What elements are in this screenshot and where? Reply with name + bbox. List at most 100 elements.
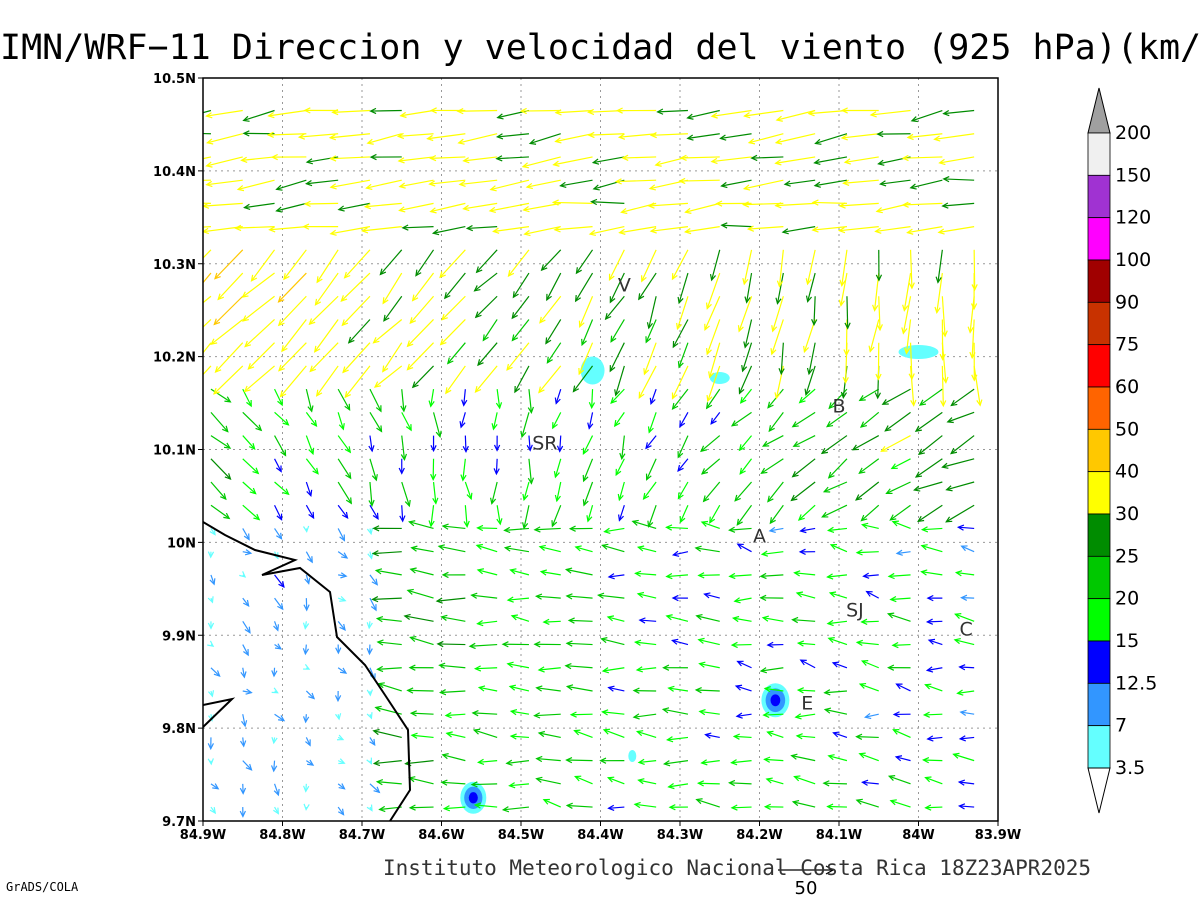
wind-vector [382, 342, 403, 373]
wind-vector [538, 365, 562, 394]
wind-vector [403, 613, 434, 622]
wind-vector [613, 412, 625, 428]
wind-vector [277, 295, 307, 327]
wind-vector [694, 545, 720, 553]
wind-vector [705, 319, 721, 356]
wind-vector [528, 133, 561, 145]
wind-vector [736, 543, 752, 553]
wind-vector [462, 156, 498, 164]
wind-vector [242, 549, 253, 556]
wind-vector [537, 666, 561, 673]
wind-vector [862, 572, 879, 579]
wind-vector [408, 664, 434, 671]
wind-vector [909, 179, 943, 190]
wind-vector [495, 133, 530, 140]
wind-vector [551, 505, 562, 528]
wind-vector [477, 342, 498, 367]
wind-vector [934, 272, 943, 315]
wind-vector [270, 760, 278, 773]
wind-vector [207, 551, 215, 559]
wind-vector [205, 133, 243, 145]
wind-vector [600, 637, 625, 646]
wind-vector [766, 730, 784, 738]
wind-vector [811, 199, 847, 206]
wind-vector [667, 782, 689, 790]
wind-vector [946, 411, 975, 424]
wind-vector [369, 153, 402, 161]
wind-vector [607, 573, 625, 580]
footer-credit: Instituto Meteorologico Nacional Costa R… [383, 856, 1092, 880]
wind-vector [411, 365, 434, 389]
wind-vector [409, 710, 434, 717]
wind-vector [677, 272, 689, 305]
wind-vector [429, 202, 466, 214]
wind-vector [441, 571, 466, 579]
wind-vector [578, 296, 594, 328]
wind-vector [492, 226, 530, 234]
calm-contour [580, 356, 605, 385]
colorbar-swatch [1087, 513, 1111, 557]
wind-vector [344, 365, 371, 399]
wind-vector [739, 458, 753, 475]
wind-vector [315, 365, 339, 397]
wind-vector [798, 548, 816, 555]
wind-vector [704, 732, 720, 739]
wind-vector [860, 504, 880, 522]
wind-vector [242, 760, 253, 771]
colorbar-label: 15 [1115, 630, 1139, 652]
wind-vector [305, 481, 313, 498]
wind-vector [891, 520, 911, 530]
colorbar-bottom-cap [1087, 767, 1111, 814]
wind-vector [700, 759, 720, 766]
wind-vector [769, 504, 784, 525]
wind-vector [441, 523, 466, 530]
wind-vector [720, 222, 752, 229]
wind-vector [411, 272, 435, 302]
wind-vector [242, 528, 250, 541]
wind-vector [790, 481, 816, 502]
wind-vector [210, 504, 231, 520]
wind-vector [302, 525, 310, 533]
wind-vector [429, 154, 466, 162]
wind-vector [329, 226, 371, 236]
wind-vector [554, 109, 593, 116]
wind-vector [274, 388, 283, 407]
wind-vector [343, 249, 371, 279]
wind-vector [601, 667, 625, 674]
wind-vector [203, 272, 212, 284]
wind-vector [668, 804, 688, 811]
wind-vector [274, 458, 282, 473]
wind-vector [807, 109, 847, 117]
colorbar-swatch [1087, 640, 1111, 684]
wind-vector [677, 342, 689, 369]
wind-vector [958, 735, 975, 742]
wind-vector [587, 131, 625, 139]
wind-vector [606, 776, 625, 785]
wind-vector [941, 296, 948, 338]
wind-vector [926, 594, 943, 602]
wind-vector [240, 156, 275, 163]
lat-tick-label: 10.1N [153, 444, 196, 459]
wind-vector [879, 179, 911, 187]
wind-vector [742, 249, 753, 286]
wind-vector [305, 458, 319, 475]
wind-vector [956, 524, 975, 531]
colorbar-swatch [1087, 174, 1111, 219]
wind-vector [511, 319, 530, 342]
wind-vector [903, 319, 912, 355]
wind-vector [564, 662, 593, 670]
wind-vector [892, 729, 911, 738]
wind-vector [213, 295, 244, 326]
wind-vector [958, 664, 975, 671]
colorbar-label: 20 [1115, 588, 1139, 610]
wind-vector [838, 202, 879, 209]
wind-vector [510, 614, 530, 622]
wind-vector [709, 249, 721, 282]
wind-vector [337, 551, 349, 559]
wind-vector [811, 226, 848, 233]
wind-vector [241, 714, 248, 728]
wind-vector [924, 804, 943, 811]
wind-vector [203, 365, 212, 376]
lon-tick-label: 84W [902, 828, 934, 843]
wind-vector [267, 109, 307, 119]
